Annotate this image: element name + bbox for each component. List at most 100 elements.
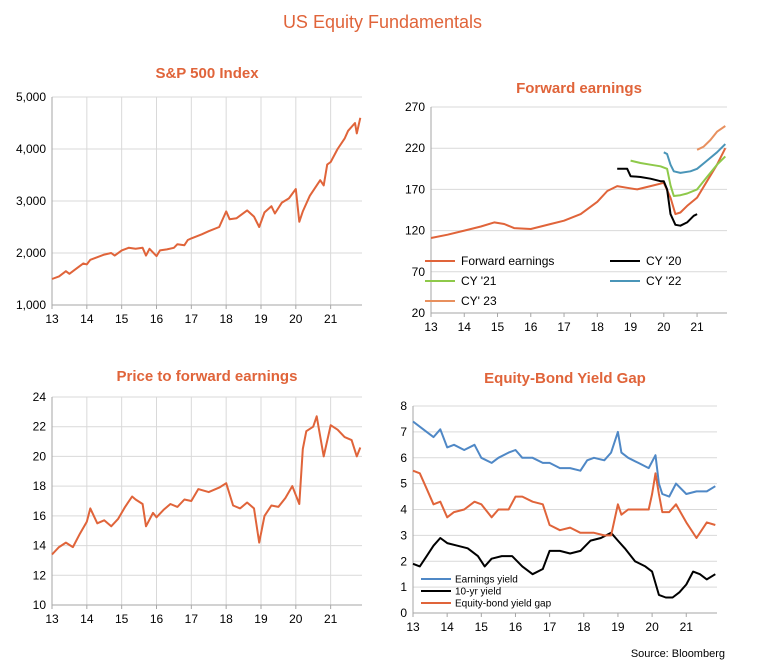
svg-text:Forward earnings: Forward earnings (461, 254, 554, 268)
series-line-2 (412, 469, 716, 539)
x-tick-label: 19 (624, 320, 638, 334)
yield-gap-chart: Equity-Bond Yield Gap 0 1 2 3 4 5 6 7 8 13 14 15 16 17… (400, 370, 717, 634)
y-tick-label: 70 (412, 265, 426, 279)
series-line-3 (663, 143, 727, 174)
svg-text:CY '21: CY '21 (461, 274, 497, 288)
series-line-2 (630, 155, 727, 197)
y-tick-label: 270 (405, 100, 425, 114)
y-tick-label: 20 (33, 449, 47, 463)
y-tick-label: 14 (33, 539, 47, 553)
chart-title: Price to forward earnings (117, 368, 298, 385)
series-line-1 (412, 531, 716, 599)
series-line-1 (617, 167, 698, 227)
series-line-0 (51, 415, 362, 556)
legend-entry: Forward earnings (425, 254, 554, 268)
svg-text:Equity-bond yield gap: Equity-bond yield gap (455, 599, 552, 610)
x-tick-label: 19 (611, 620, 625, 634)
legend-entry: CY' 23 (425, 294, 497, 308)
legend-entry: Earnings yield (421, 575, 518, 586)
x-tick-label: 16 (150, 612, 164, 626)
x-tick-label: 19 (254, 612, 268, 626)
y-tick-label: 2,000 (16, 246, 46, 260)
series-line-0 (430, 147, 727, 239)
x-tick-label: 17 (185, 312, 199, 326)
x-tick-label: 15 (491, 320, 505, 334)
y-tick-label: 1 (400, 580, 407, 594)
y-tick-label: 2 (400, 554, 407, 568)
x-tick-label: 21 (680, 620, 694, 634)
x-tick-label: 19 (254, 312, 268, 326)
y-tick-label: 7 (400, 425, 407, 439)
legend-entry: CY '22 (610, 274, 682, 288)
legend-entry: Equity-bond yield gap (421, 599, 552, 610)
chart-title: S&P 500 Index (155, 65, 259, 82)
x-tick-label: 21 (690, 320, 704, 334)
series-line-4 (696, 125, 726, 151)
x-tick-label: 18 (219, 312, 233, 326)
svg-text:10-yr yield: 10-yr yield (455, 587, 501, 598)
y-tick-label: 3,000 (16, 194, 46, 208)
y-tick-label: 4,000 (16, 142, 46, 156)
y-tick-label: 0 (400, 606, 407, 620)
x-tick-label: 17 (185, 612, 199, 626)
y-tick-label: 22 (33, 420, 47, 434)
y-tick-label: 12 (33, 568, 47, 582)
x-tick-label: 14 (440, 620, 454, 634)
y-tick-label: 10 (33, 598, 47, 612)
x-tick-label: 16 (509, 620, 523, 634)
y-tick-label: 16 (33, 509, 47, 523)
y-tick-label: 3 (400, 528, 407, 542)
x-tick-label: 20 (645, 620, 659, 634)
x-tick-label: 14 (80, 612, 94, 626)
svg-text:Earnings yield: Earnings yield (455, 575, 518, 586)
y-tick-label: 18 (33, 479, 47, 493)
sp500-chart: S&P 500 Index 1,000 2,000 3,000 4,000 5,000 13… (16, 65, 362, 326)
chart-title: Forward earnings (516, 80, 642, 97)
x-tick-label: 15 (115, 612, 129, 626)
legend-entry: CY '21 (425, 274, 497, 288)
y-tick-label: 20 (412, 306, 426, 320)
x-tick-label: 16 (524, 320, 538, 334)
series-line-0 (412, 420, 716, 498)
x-tick-label: 15 (475, 620, 489, 634)
y-tick-label: 4 (400, 503, 407, 517)
page-title: US Equity Fundamentals (282, 12, 483, 32)
x-tick-label: 13 (406, 620, 420, 634)
y-tick-label: 220 (405, 141, 425, 155)
x-tick-label: 14 (458, 320, 472, 334)
x-tick-label: 14 (80, 312, 94, 326)
svg-text:CY '22: CY '22 (646, 274, 682, 288)
svg-text:CY '20: CY '20 (646, 254, 682, 268)
x-tick-label: 18 (591, 320, 605, 334)
legend-entry: 10-yr yield (421, 587, 501, 598)
x-tick-label: 17 (543, 620, 557, 634)
y-tick-label: 6 (400, 451, 407, 465)
y-tick-label: 120 (405, 224, 425, 238)
x-tick-label: 21 (324, 612, 338, 626)
x-tick-label: 20 (289, 612, 303, 626)
y-tick-label: 24 (33, 390, 47, 404)
y-tick-label: 5 (400, 477, 407, 491)
y-tick-label: 1,000 (16, 298, 46, 312)
y-tick-label: 5,000 (16, 90, 46, 104)
series-line-0 (51, 117, 362, 280)
x-tick-label: 16 (150, 312, 164, 326)
x-tick-label: 21 (324, 312, 338, 326)
x-tick-label: 17 (557, 320, 571, 334)
x-tick-label: 18 (219, 612, 233, 626)
legend-entry: CY '20 (610, 254, 682, 268)
x-tick-label: 13 (424, 320, 438, 334)
y-tick-label: 170 (405, 182, 425, 196)
x-tick-label: 18 (577, 620, 591, 634)
chart-title: Equity-Bond Yield Gap (484, 370, 646, 387)
x-tick-label: 13 (45, 312, 59, 326)
x-tick-label: 15 (115, 312, 129, 326)
forward-earnings-chart: Forward earnings 20 70 120 170 220 270 13 14 15 16… (405, 80, 727, 334)
x-tick-label: 13 (45, 612, 59, 626)
pe-chart: Price to forward earnings 10 12 14 16 18 20 22 2… (33, 368, 362, 626)
x-tick-label: 20 (657, 320, 671, 334)
source-note: Source: Bloomberg (630, 648, 725, 660)
y-tick-label: 8 (400, 399, 407, 413)
x-tick-label: 20 (289, 312, 303, 326)
svg-text:CY' 23: CY' 23 (461, 294, 497, 308)
